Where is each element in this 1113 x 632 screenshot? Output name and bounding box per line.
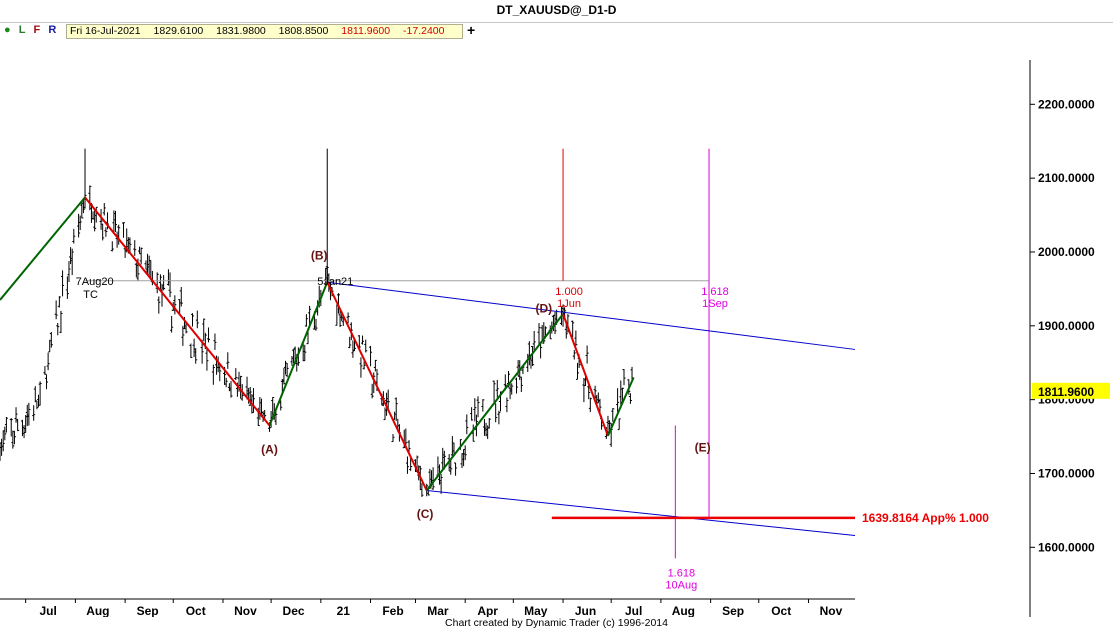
wave-segment [84, 196, 271, 427]
wave-segment [425, 313, 564, 492]
quote-date: Fri 16-Jul-2021 [70, 25, 141, 37]
quote-close: 1811.9600 [341, 25, 391, 37]
time-tick-label: Oct [771, 604, 791, 617]
time-tick-label: Jul [39, 604, 56, 617]
time-tick-label: Jul [625, 604, 642, 617]
wave-segment [268, 281, 329, 426]
projection-ratio: 1.000 [555, 286, 583, 298]
wave-segment [607, 377, 635, 437]
quote-open: 1829.6100 [153, 25, 204, 37]
price-target: 1639.8164 App% 1.000 [551, 511, 989, 525]
time-tick-label: Apr [477, 604, 498, 617]
quote-high: 1831.9800 [216, 25, 266, 37]
time-axis: Jul Aug Sep Oct Nov Dec 21 Feb Mar Apr May Jun Jul Au… [25, 599, 843, 617]
quote-low: 1808.8500 [278, 25, 329, 37]
time-tick-label: 21 [337, 604, 351, 617]
wave-segment [0, 196, 86, 301]
wave-zigzag [0, 196, 635, 492]
price-tick-label: 1600.0000 [1038, 540, 1095, 554]
projection-ratio: 1.618 [701, 286, 729, 298]
time-tick-label: Nov [234, 604, 257, 617]
price-tick-label: 1700.0000 [1038, 466, 1095, 480]
wave-label: (D) [535, 302, 552, 316]
time-tick-label: Nov [820, 604, 843, 617]
price-tick-label: 2100.0000 [1038, 171, 1095, 185]
projection-date: 10Aug [665, 579, 697, 591]
wave-label: (C) [417, 507, 434, 521]
toolbar-buttons: ● L F R [4, 24, 61, 36]
time-tick-label: May [524, 604, 548, 617]
chart-credit: Chart created by Dynamic Trader (c) 1996… [445, 617, 668, 629]
pivot-tag: 5Jan21 [317, 276, 353, 288]
projection-ratio: 1.618 [668, 567, 696, 579]
toolbar-button-r[interactable]: R [48, 24, 57, 36]
wave-label: (E) [695, 440, 711, 454]
time-tick-label: Aug [672, 604, 695, 617]
price-axis: 1600.00001700.00001800.00001900.00002000… [1030, 97, 1110, 554]
time-tick-label: Dec [283, 604, 305, 617]
toolbar: ● L F R Fri 16-Jul-2021 1829.6100 1831.9… [0, 22, 1113, 40]
pivot-tag: 7Aug20 [76, 276, 114, 288]
time-tick-label: Feb [382, 604, 403, 617]
window-titlebar: DT_XAUUSD@_D1-D [0, 0, 1113, 23]
time-tick-label: Sep [722, 604, 744, 617]
toolbar-button-l[interactable]: L [18, 24, 26, 36]
price-tick-label: 2200.0000 [1038, 97, 1095, 111]
channel-line [426, 489, 856, 536]
wave-segment [326, 281, 428, 491]
quote-readout: Fri 16-Jul-2021 1829.6100 1831.9800 1808… [66, 24, 463, 39]
pivot-tag-sub: TC [83, 289, 98, 301]
toolbar-button-f[interactable]: F [33, 24, 41, 36]
target-label: 1639.8164 App% 1.000 [862, 511, 989, 525]
wave-label: (A) [261, 443, 278, 457]
price-tick-label: 1900.0000 [1038, 319, 1095, 333]
status-dot-icon: ● [4, 24, 11, 36]
add-chart-button[interactable]: + [467, 22, 476, 38]
time-tick-label: Jun [575, 604, 596, 617]
wave-segment [562, 313, 609, 437]
channel-lines [327, 281, 856, 536]
wave-label: (B) [311, 248, 328, 262]
price-tick-label: 2000.0000 [1038, 245, 1095, 259]
time-tick-label: Aug [86, 604, 109, 617]
last-price-label: 1811.9600 [1038, 385, 1094, 399]
quote-change: -17.2400 [403, 25, 445, 37]
time-tick-label: Sep [137, 604, 159, 617]
time-tick-label: Oct [186, 604, 206, 617]
last-price-box [1032, 382, 1110, 399]
window-title: DT_XAUUSD@_D1-D [496, 3, 617, 17]
channel-line [327, 281, 856, 350]
projection-date: 1Jun [557, 298, 581, 310]
projection-date: 1Sep [702, 298, 728, 310]
time-tick-label: Mar [427, 604, 449, 617]
